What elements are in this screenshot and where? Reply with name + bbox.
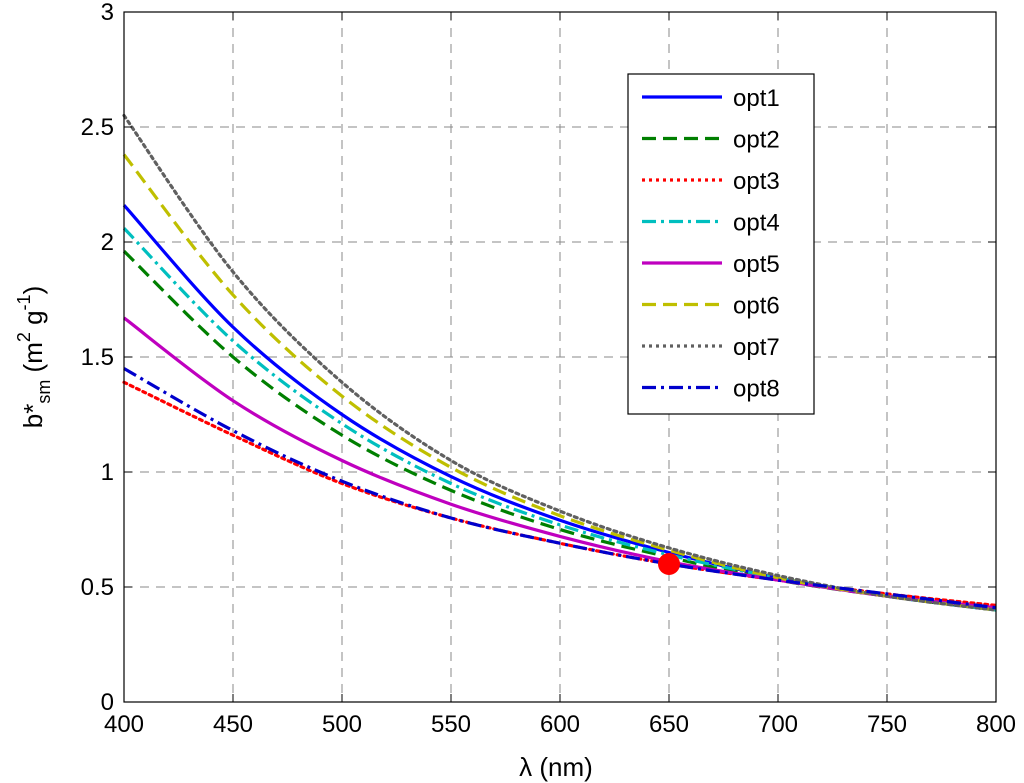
y-label-sup-2: -1: [14, 294, 34, 310]
y-tick-label: 1: [101, 459, 114, 486]
legend-label-opt6: opt6: [733, 293, 780, 320]
grid: [124, 12, 996, 702]
reference-point-marker: [658, 553, 680, 575]
y-tick-label: 0: [101, 689, 114, 716]
x-tick-label: 800: [976, 711, 1016, 738]
x-tick-label: 600: [540, 711, 580, 738]
legend-label-opt2: opt2: [733, 127, 780, 154]
y-tick-label: 2: [101, 229, 114, 256]
legend-label-opt1: opt1: [733, 85, 780, 112]
legend-label-opt3: opt3: [733, 168, 780, 195]
y-tick-label: 0.5: [81, 574, 114, 601]
series-line-opt1: [122, 204, 997, 612]
x-tick-label: 550: [431, 711, 471, 738]
y-tick-label: 1.5: [81, 344, 114, 371]
legend-label-opt7: opt7: [733, 334, 780, 361]
legend-label-opt4: opt4: [733, 210, 780, 237]
series-lines: [122, 113, 998, 612]
x-axis-label: λ (nm): [519, 752, 593, 782]
series-line-opt2: [122, 250, 997, 612]
y-tick-label: 3: [101, 0, 114, 26]
x-tick-label: 700: [758, 711, 798, 738]
x-tick-label: 650: [649, 711, 689, 738]
legend-box: [627, 73, 815, 415]
y-label-unit-mid: g: [18, 310, 48, 332]
y-label-sup-1: 2: [14, 332, 34, 342]
y-axis-label: b*sm (m2 g-1): [14, 286, 54, 429]
x-tick-label: 500: [322, 711, 362, 738]
axis-ticks: 400 450 500 550 600 650 700 750 800 0 0.5 1 1.5 2 2.5 3: [81, 0, 1016, 738]
y-tick-label: 2.5: [81, 114, 114, 141]
x-tick-label: 750: [867, 711, 907, 738]
legend-label-opt8: opt8: [733, 376, 780, 403]
y-label-unit-open: (m: [18, 342, 48, 380]
legend-label-opt5: opt5: [733, 251, 780, 278]
y-label-base: b*: [18, 404, 48, 429]
x-tick-label: 400: [104, 711, 144, 738]
x-tick-label: 450: [213, 711, 253, 738]
legend: opt1 opt2 opt3 opt4 opt5 opt6 opt7 opt8: [627, 73, 815, 415]
y-label-unit-close: ): [18, 286, 48, 295]
series-line-opt8: [123, 367, 997, 610]
y-label-sub: sm: [34, 380, 54, 404]
annotations: [658, 553, 680, 575]
